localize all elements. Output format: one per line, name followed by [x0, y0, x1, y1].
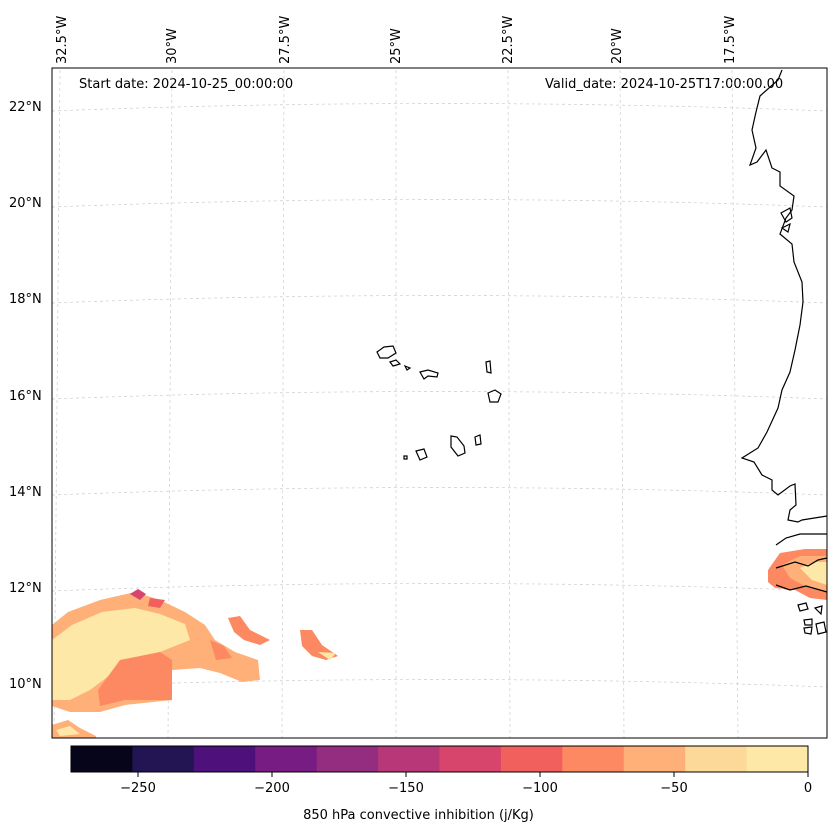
coastline-main — [740, 69, 828, 523]
lon-label: 25°W — [389, 28, 404, 64]
colorbar-swatch — [193, 746, 256, 772]
lon-label: 32.5°W — [55, 16, 70, 64]
parallel-22n — [51, 103, 828, 112]
lat-label: 10°N — [9, 677, 42, 692]
colorbar-swatch — [439, 746, 502, 772]
lon-label: 17.5°W — [723, 16, 738, 64]
lon-label: 20°W — [610, 28, 625, 64]
bijagos-4 — [803, 626, 813, 635]
start-date-label: Start date: 2024-10-25_00:00:00 — [79, 77, 294, 92]
parallel-12n — [51, 583, 828, 592]
colorbar-tick-label: 0 — [804, 781, 812, 796]
colorbar-swatch — [746, 746, 809, 772]
colorbar-swatch — [562, 746, 625, 772]
colorbar: −250 −200 −150 −100 −50 0 — [70, 745, 812, 796]
colorbar-tick-label: −250 — [120, 781, 156, 796]
colorbar-swatch — [685, 746, 748, 772]
latitude-labels: 22°N 20°N 18°N 16°N 14°N 12°N 10°N — [9, 100, 42, 692]
colorbar-swatch — [255, 746, 318, 772]
lat-label: 16°N — [9, 389, 42, 404]
colorbar-tick-label: −200 — [254, 781, 290, 796]
island-boa-vista — [487, 389, 502, 403]
longitude-labels: 32.5°W 30°W 27.5°W 25°W 22.5°W 20°W 17.5… — [55, 16, 738, 64]
colorbar-swatch — [132, 746, 195, 772]
parallel-20n — [51, 199, 828, 208]
river-gambia — [775, 533, 827, 546]
colorbar-label: 850 hPa convective inhibition (j/Kg) — [303, 808, 534, 823]
parallel-18n — [51, 295, 828, 304]
colorbar-swatch — [71, 746, 133, 772]
island-maio — [474, 434, 482, 446]
colorbar-frame — [70, 745, 809, 773]
cape-verde-islands — [376, 345, 502, 461]
meridian-17-5w — [731, 69, 739, 739]
meridian-22-5w — [507, 69, 511, 739]
island-sao-nicolau — [419, 369, 439, 380]
lat-label: 22°N — [9, 100, 42, 115]
lat-label: 18°N — [9, 292, 42, 307]
map-frame — [51, 67, 828, 739]
island-fogo — [415, 448, 428, 461]
island-sal — [485, 360, 492, 374]
colorbar-swatch — [500, 746, 563, 772]
bijagos-3 — [803, 618, 813, 626]
bijagos-2 — [813, 605, 823, 616]
colorbar-tick-label: −150 — [388, 781, 424, 796]
meridian-27-5w — [281, 69, 285, 739]
island-santiago — [450, 435, 466, 457]
africa-coastline — [740, 69, 828, 635]
cin-field-west — [52, 589, 338, 738]
border-guinea-bissau — [775, 584, 828, 593]
parallel-16n — [51, 391, 828, 400]
island-brava — [403, 455, 408, 460]
colorbar-swatch — [623, 746, 686, 772]
bijagos-5 — [815, 621, 827, 635]
island-santa-luzia — [403, 364, 412, 371]
colorbar-swatch — [316, 746, 379, 772]
valid-date-label: Valid_date: 2024-10-25T17:00:00.00 — [545, 77, 784, 92]
lon-label: 30°W — [165, 28, 180, 64]
lon-label: 27.5°W — [278, 16, 293, 64]
lat-label: 12°N — [9, 581, 42, 596]
colorbar-swatch — [378, 746, 440, 772]
lon-label: 22.5°W — [501, 16, 516, 64]
bijagos-1 — [797, 602, 809, 612]
colorbar-tick-label: −100 — [522, 781, 558, 796]
border-casamance — [775, 557, 828, 569]
parallel-14n — [51, 487, 828, 496]
island-santo-antao — [376, 345, 397, 359]
lat-label: 20°N — [9, 196, 42, 211]
island-sao-vicente — [389, 359, 402, 367]
colorbar-tick-label: −50 — [660, 781, 687, 796]
lat-label: 14°N — [9, 485, 42, 500]
coast-island-1 — [780, 207, 793, 223]
cin-field-east — [768, 549, 827, 600]
meridian-20w — [619, 69, 625, 739]
coast-island-2 — [780, 222, 791, 233]
